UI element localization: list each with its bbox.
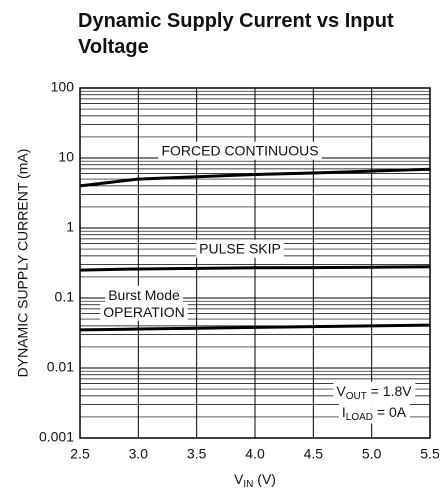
label-background: [333, 381, 416, 403]
y-tick-label: 10: [58, 149, 74, 165]
label-background: [196, 239, 284, 258]
chart-title: Voltage: [78, 36, 149, 58]
annotation-part: OPERATION: [103, 304, 184, 320]
annotation: ILOAD = 0A: [342, 404, 407, 423]
annotation-part: = 0A: [373, 404, 407, 420]
y-tick-label: 100: [51, 79, 75, 95]
label-background: [158, 141, 322, 160]
x-axis-label-part: IN: [243, 479, 253, 490]
annotation-part: V: [336, 383, 346, 399]
annotation-part: = 1.8V: [367, 383, 412, 399]
x-axis-label-part: (V): [253, 471, 276, 487]
x-tick-label: 4.5: [304, 446, 324, 462]
chart-title: Dynamic Supply Current vs Input: [78, 10, 394, 32]
series-label: FORCED CONTINUOUS: [161, 143, 318, 159]
plot-frame: [79, 87, 431, 439]
x-tick-label: 2.5: [70, 446, 90, 462]
x-tick-label: 3.5: [187, 446, 207, 462]
series-label: PULSE SKIP: [199, 241, 281, 257]
annotation-part: I: [342, 404, 346, 420]
x-axis-label-part: V: [234, 471, 244, 487]
annotation-part: LOAD: [346, 412, 373, 423]
y-tick-label: 0.01: [47, 359, 74, 375]
annotation-part: Burst Mode: [108, 287, 180, 303]
annotation: Burst Mode: [108, 287, 180, 303]
annotation-part: OUT: [346, 391, 367, 402]
series-line: [79, 323, 431, 332]
series-line: [79, 167, 431, 188]
x-tick-label: 3.0: [129, 446, 149, 462]
y-tick-label: 0.1: [55, 289, 75, 305]
y-axis-label: DYNAMIC SUPPLY CURRENT (mA): [15, 149, 31, 378]
x-tick-label: 5.0: [362, 446, 382, 462]
label-background: [338, 402, 410, 424]
y-tick-label: 0.001: [39, 429, 74, 445]
annotation: VOUT = 1.8V: [336, 383, 412, 402]
x-tick-label: 5.5: [420, 446, 440, 462]
label-background: [105, 285, 184, 304]
series-line: [79, 265, 431, 272]
x-axis-label: VIN (V): [234, 471, 276, 490]
label-background: [100, 302, 188, 321]
y-tick-label: 1: [66, 219, 74, 235]
x-tick-label: 4.0: [245, 446, 265, 462]
annotation: OPERATION: [103, 304, 184, 320]
